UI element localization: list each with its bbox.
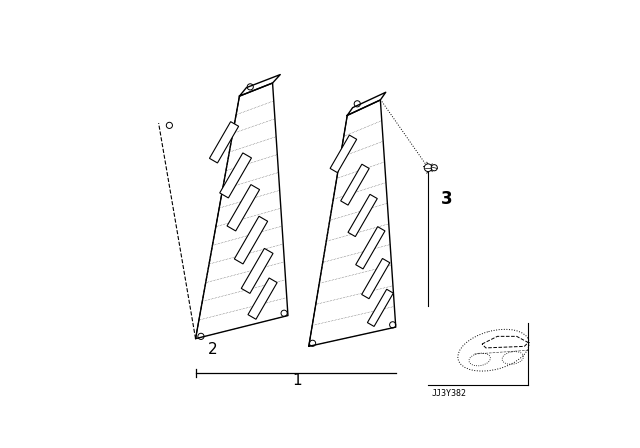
Polygon shape [330,135,356,172]
Text: JJ3Y382: JJ3Y382 [432,389,467,398]
Text: 1: 1 [292,373,302,388]
Polygon shape [367,289,394,327]
Circle shape [431,165,437,171]
Polygon shape [362,258,390,299]
Polygon shape [348,194,378,237]
Polygon shape [220,153,252,198]
Polygon shape [227,185,260,231]
Polygon shape [248,278,277,319]
Circle shape [424,164,432,172]
Polygon shape [340,164,369,205]
Polygon shape [209,122,239,163]
Polygon shape [356,227,385,269]
Polygon shape [241,248,273,293]
Text: 2: 2 [208,342,218,357]
Polygon shape [234,216,268,264]
Text: 3: 3 [440,190,452,208]
